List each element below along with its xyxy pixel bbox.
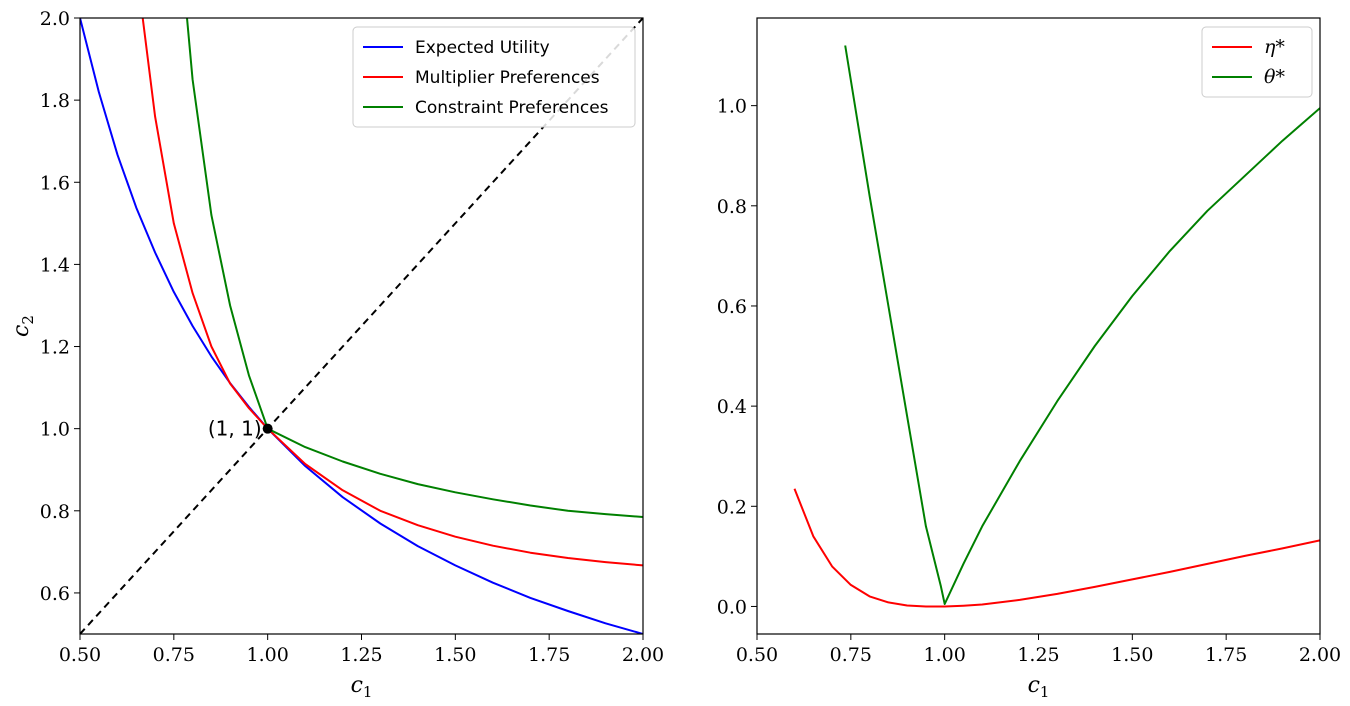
legend-label: Constraint Preferences bbox=[415, 98, 609, 118]
legend-label: η* bbox=[1264, 36, 1285, 58]
series-line-1 bbox=[844, 45, 1320, 605]
x-tick-label: 0.75 bbox=[153, 644, 195, 666]
y-tick-label: 1.8 bbox=[40, 90, 70, 112]
x-tick-label: 1.25 bbox=[1017, 644, 1059, 666]
y-tick-label: 1.4 bbox=[40, 254, 70, 276]
x-tick-label: 1.00 bbox=[247, 644, 289, 666]
y-tick-label: 0.6 bbox=[40, 583, 70, 605]
left-panel-indifference-curves: (1, 1) 0.50 0.75 1.00 1.25 1.50 1.75 2.00 0.6 0.8… bbox=[9, 8, 664, 701]
right-panel-worst-case-parameters: 0.50 0.75 1.00 1.25 1.50 1.75 2.00 0.0 0.2 0.4 0.6… bbox=[717, 17, 1341, 701]
y-tick-label: 2.0 bbox=[40, 8, 70, 30]
x-axis-label-text: c1 bbox=[1028, 673, 1050, 701]
y-tick-label: 1.6 bbox=[40, 172, 70, 194]
y-tick-label: 0.6 bbox=[717, 296, 747, 318]
x-tick-label: 2.00 bbox=[622, 644, 664, 666]
x-axis-label-text: c1 bbox=[351, 673, 373, 701]
y-tick-label: 0.4 bbox=[717, 396, 747, 418]
y-tick-label: 1.0 bbox=[40, 419, 70, 441]
x-tick-label: 0.75 bbox=[830, 644, 872, 666]
x-tick-label: 1.75 bbox=[528, 644, 570, 666]
x-tick-label: 0.50 bbox=[59, 644, 101, 666]
series-line-0 bbox=[793, 488, 1320, 608]
y-tick-label: 0.0 bbox=[717, 596, 747, 618]
legend-label: Expected Utility bbox=[415, 38, 550, 58]
y-tick-label: 1.0 bbox=[717, 96, 747, 118]
legend-label: θ* bbox=[1264, 66, 1285, 88]
x-axis-label-base: c bbox=[351, 673, 363, 698]
x-tick-label: 1.75 bbox=[1205, 644, 1247, 666]
y-axis-label-sub: 2 bbox=[19, 315, 37, 325]
y-axis-label-text: c2 bbox=[9, 315, 37, 337]
x-axis-label-base: c bbox=[1028, 673, 1040, 698]
y-axis-label: c2 bbox=[9, 315, 37, 337]
legend-box bbox=[1201, 26, 1313, 98]
x-axis-label: c1 bbox=[1028, 673, 1050, 701]
y-tick-label: 0.8 bbox=[40, 501, 70, 523]
x-axis-label-sub: 1 bbox=[363, 683, 373, 701]
y-tick-label: 0.2 bbox=[717, 496, 747, 518]
x-tick-label: 1.25 bbox=[340, 644, 382, 666]
x-tick-label: 2.00 bbox=[1299, 644, 1341, 666]
x-axis-label: c1 bbox=[351, 673, 373, 701]
x-axis-label-sub: 1 bbox=[1040, 683, 1050, 701]
x-tick-label: 1.50 bbox=[434, 644, 476, 666]
point-label: (1, 1) bbox=[208, 417, 262, 441]
series-line-2 bbox=[186, 18, 643, 518]
y-tick-label: 1.2 bbox=[40, 337, 70, 359]
legend-box bbox=[352, 26, 636, 128]
legend-label: Multiplier Preferences bbox=[415, 68, 600, 88]
x-tick-label: 1.00 bbox=[924, 644, 966, 666]
series-line-1 bbox=[141, 18, 643, 567]
x-tick-label: 0.50 bbox=[736, 644, 778, 666]
plot-area bbox=[793, 45, 1320, 608]
y-tick-label: 0.8 bbox=[717, 196, 747, 218]
y-axis-label-base: c bbox=[9, 325, 34, 337]
x-tick-label: 1.50 bbox=[1111, 644, 1153, 666]
point-marker bbox=[262, 423, 273, 434]
axes-frame bbox=[756, 17, 1321, 635]
